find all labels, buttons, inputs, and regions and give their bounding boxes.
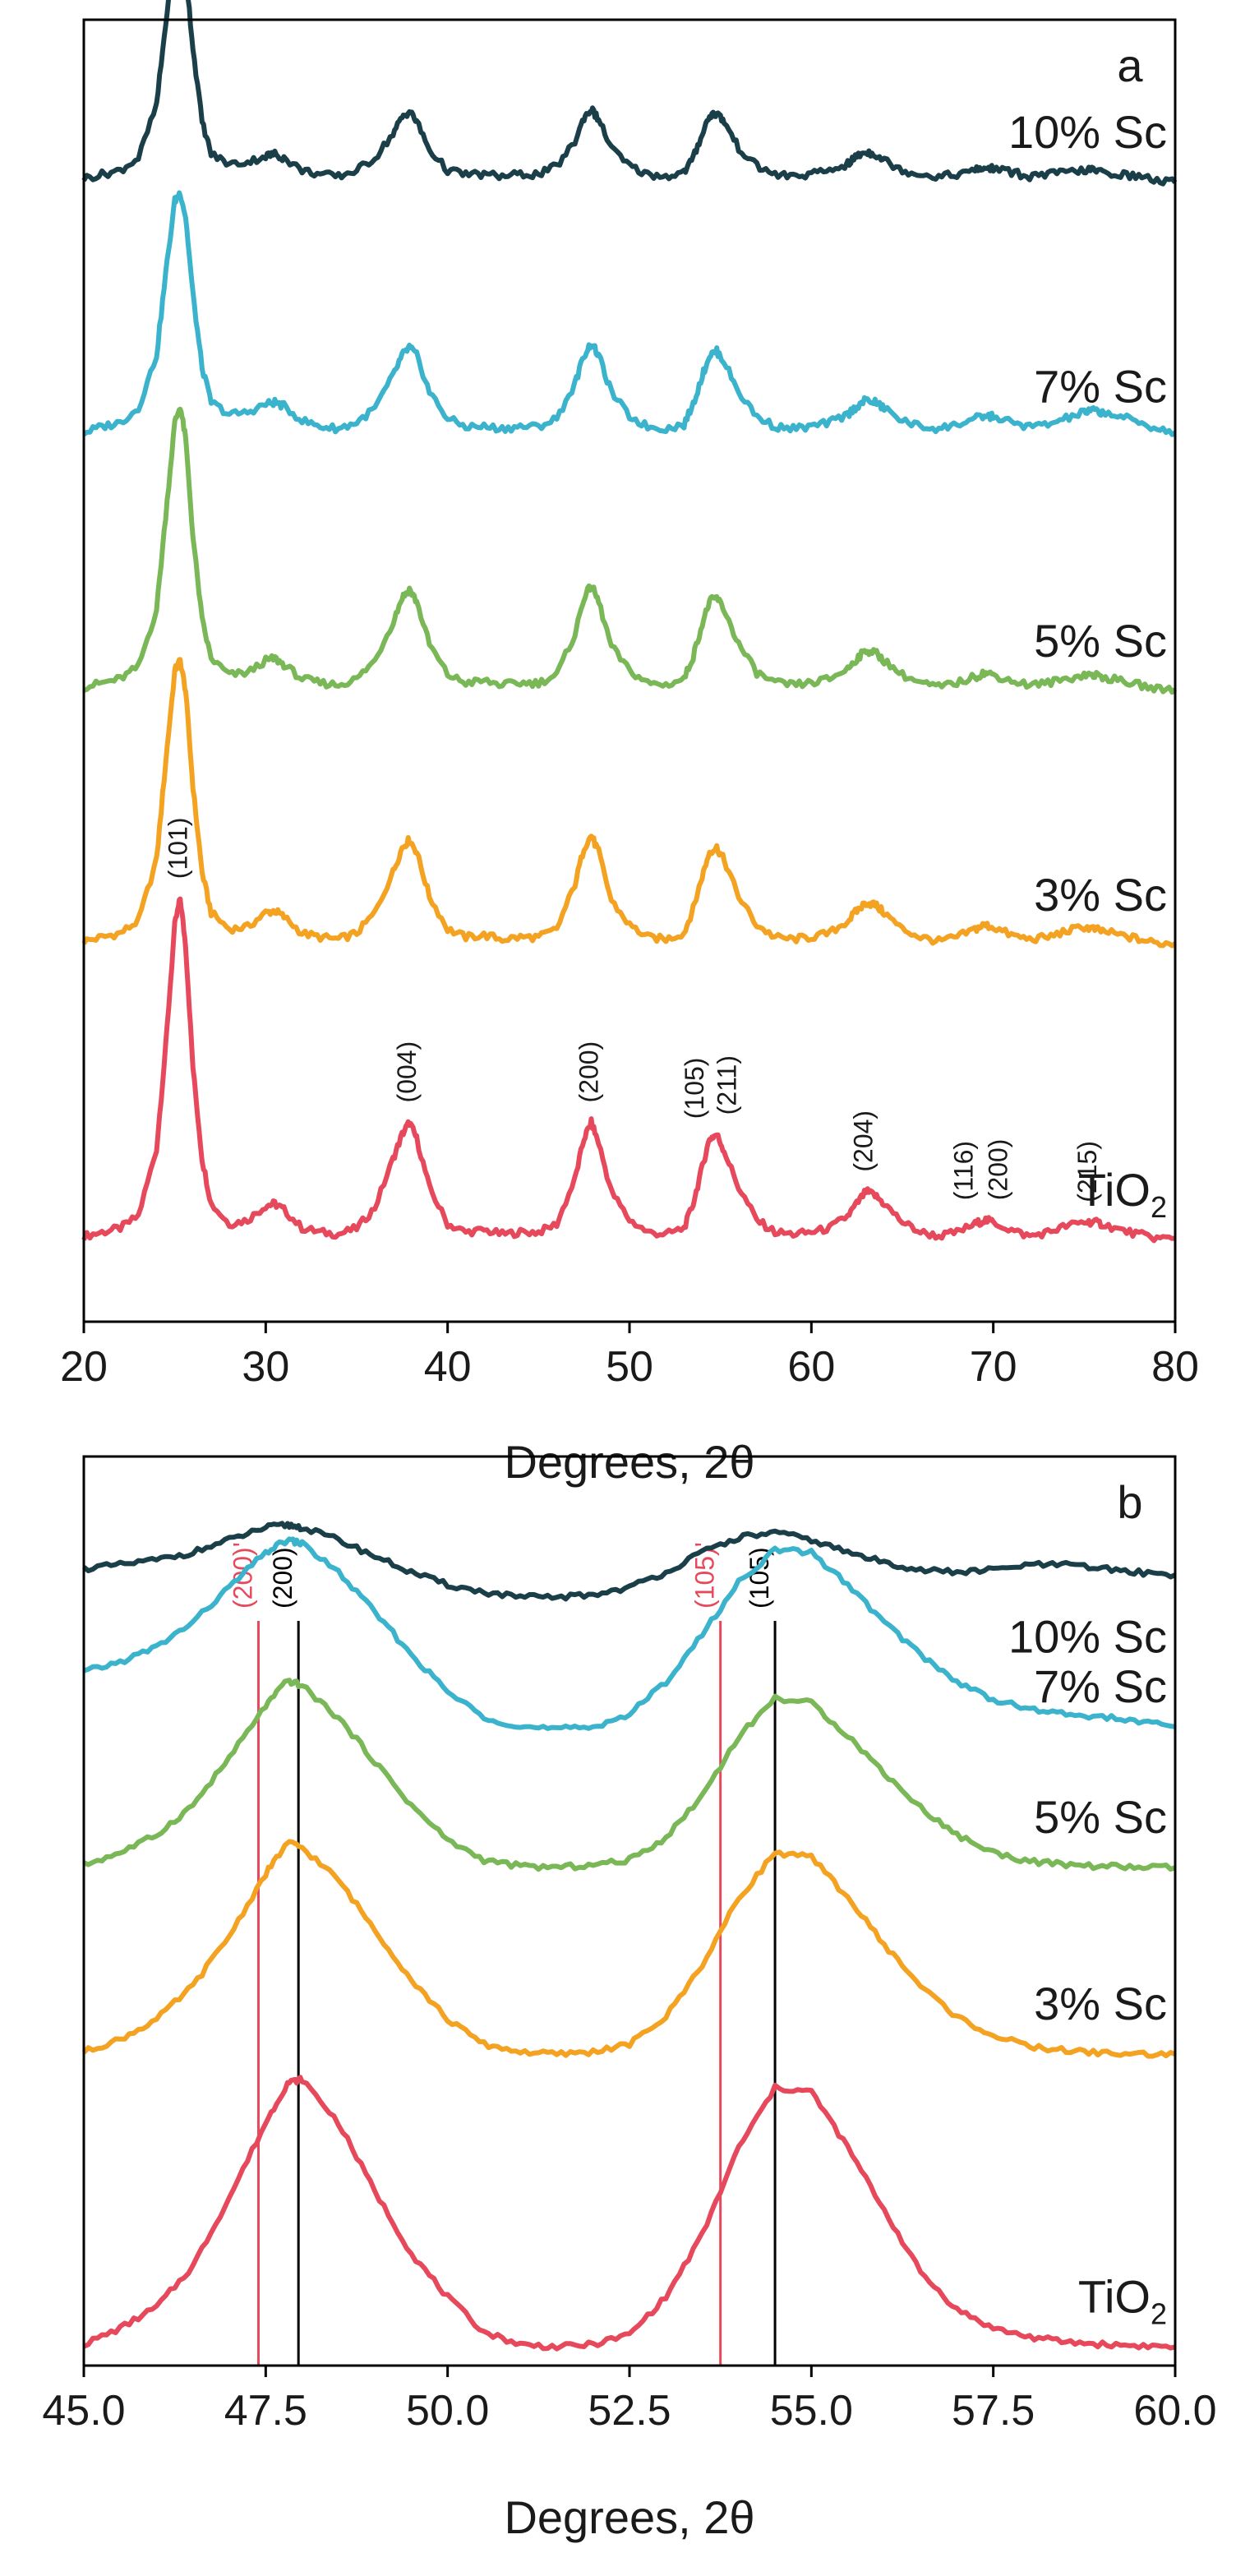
peak-annotation-101-0: (101): [163, 817, 192, 879]
series-label-7-sc: 7% Sc: [1034, 1660, 1167, 1712]
series-line-10-sc: [81, 0, 1178, 187]
x-tick-label: 45.0: [42, 2387, 125, 2435]
peak-annotation-004-1: (004): [392, 1041, 422, 1103]
x-tick-label: 47.5: [224, 2387, 307, 2435]
panel-a: TiO2 3% Sc 5% Sc 7% Sc 10% Sc (101) (004) (200)…: [60, 0, 1199, 1488]
reference-label-3: (105): [745, 1547, 774, 1609]
series-line-3-sc: [81, 657, 1177, 949]
x-tick-label: 50.0: [406, 2387, 489, 2435]
x-tick-label: 40: [424, 1343, 472, 1391]
panel-label: b: [1117, 1476, 1142, 1528]
reference-label-1: (200): [268, 1547, 297, 1609]
series-line-3-sc: [81, 1839, 1177, 2059]
x-tick-label: 60.0: [1133, 2387, 1216, 2435]
x-axis-label: Degrees, 2θ: [504, 1436, 754, 1488]
series-line-5-sc: [83, 406, 1178, 695]
x-axis-label: Degrees, 2θ: [504, 2491, 754, 2543]
x-tick-label: 57.5: [952, 2387, 1035, 2435]
series-label-tio2: TiO2: [1078, 1164, 1167, 1224]
series-line-7-sc: [82, 190, 1177, 437]
x-tick-label: 60: [787, 1343, 835, 1391]
x-tick-label: 20: [60, 1343, 108, 1391]
x-tick-label: 70: [970, 1343, 1017, 1391]
series-label-3-sc: 3% Sc: [1034, 869, 1167, 921]
peak-annotation-105-3: (105): [680, 1058, 709, 1119]
series-line-tio2: [81, 896, 1176, 1244]
peak-annotation-200-2: (200): [574, 1041, 604, 1103]
x-tick-label: 80: [1151, 1343, 1199, 1391]
series-label-10-sc: 10% Sc: [1008, 106, 1167, 158]
series-label-3-sc: 3% Sc: [1034, 1978, 1167, 2029]
series-label-5-sc: 5% Sc: [1034, 615, 1167, 667]
series-label-5-sc: 5% Sc: [1034, 1791, 1167, 1843]
panel-label: a: [1117, 39, 1143, 91]
peak-annotation-116-6: (116): [948, 1141, 978, 1200]
series-label-7-sc: 7% Sc: [1034, 360, 1167, 412]
x-tick-label: 52.5: [588, 2387, 671, 2435]
series-line-tio2: [82, 2075, 1176, 2352]
series-label-tio2: TiO2: [1078, 2270, 1167, 2330]
peak-annotation-200-7: (200): [984, 1139, 1013, 1201]
x-tick-label: 55.0: [770, 2387, 853, 2435]
series-label-10-sc: 10% Sc: [1008, 1610, 1167, 1662]
x-tick-label: 50: [606, 1343, 653, 1391]
peak-annotation-211-4: (211): [713, 1055, 742, 1115]
series-line-5-sc: [82, 1678, 1177, 1872]
x-tick-label: 30: [242, 1343, 289, 1391]
peak-annotation-215-8: (215): [1072, 1141, 1102, 1203]
series-line-10-sc: [82, 1521, 1177, 1602]
peak-annotation-204-5: (204): [849, 1110, 879, 1172]
series-line-7-sc: [83, 1536, 1176, 1731]
